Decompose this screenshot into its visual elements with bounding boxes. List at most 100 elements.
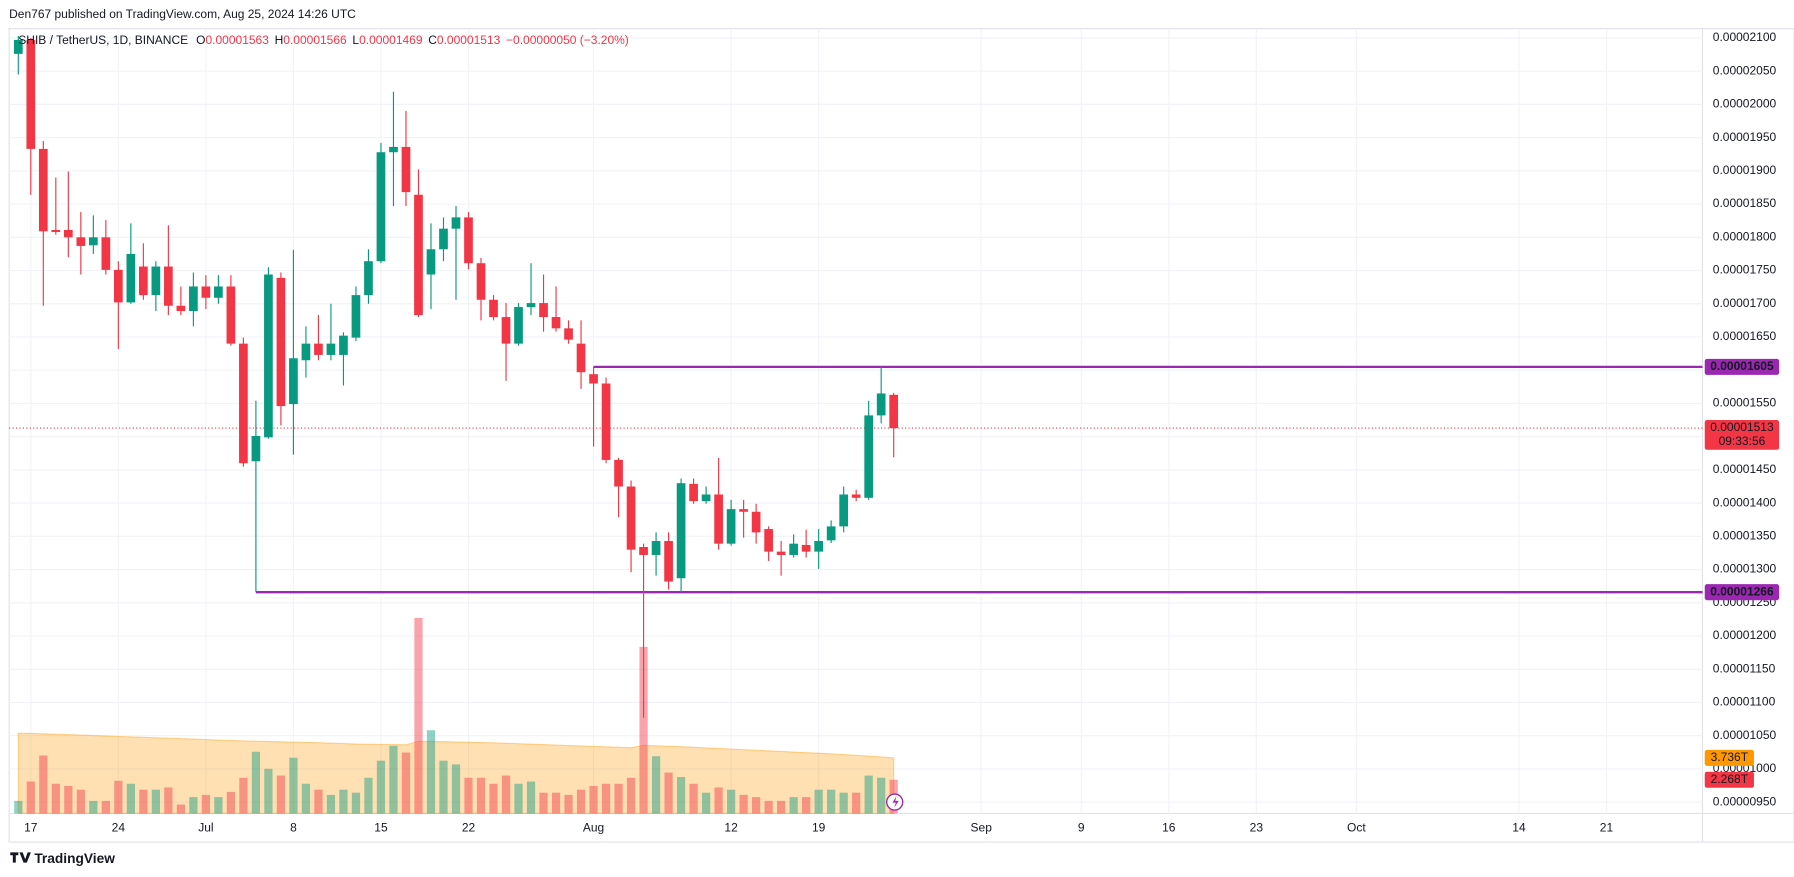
level-tag — [1704, 358, 1780, 375]
volume-bar — [551, 792, 561, 814]
volume-bar — [476, 777, 486, 814]
candle-body — [214, 286, 223, 298]
candle-body — [101, 237, 111, 270]
candle-body — [576, 343, 586, 373]
volume-bar — [827, 789, 836, 814]
volume-bar — [189, 797, 198, 814]
y-tick-label: 0.00001050 — [1713, 728, 1777, 742]
candle-body — [451, 217, 461, 229]
volume-label: 2.268T — [1711, 772, 1749, 786]
volume-bar — [226, 791, 236, 814]
volume-bar — [651, 756, 661, 814]
candle-body — [389, 146, 398, 153]
volume-bar — [777, 800, 786, 814]
legend-key: L — [352, 33, 359, 47]
legend-key: O — [196, 33, 205, 47]
y-tick-label: 0.00000950 — [1713, 794, 1777, 808]
candle-body — [126, 253, 136, 303]
volume-bar — [764, 800, 773, 814]
volume-bar — [714, 787, 723, 814]
y-tick-label: 0.00001750 — [1713, 263, 1777, 277]
x-tick-label: 23 — [1250, 821, 1264, 835]
volume-bar — [64, 785, 73, 814]
candle-body — [264, 274, 273, 438]
candle-body — [114, 269, 123, 303]
pane-border — [8, 28, 1794, 843]
candle-body — [864, 415, 874, 498]
candle-body — [814, 541, 823, 552]
volume-bar — [201, 794, 211, 814]
candle-body — [251, 436, 261, 462]
volume-tag — [1704, 771, 1754, 788]
volume-bar — [339, 789, 348, 814]
y-tick-label: 0.00002050 — [1713, 63, 1777, 77]
y-tick-label: 0.00001400 — [1713, 495, 1777, 509]
volume-bar — [326, 794, 336, 814]
volume-bar — [489, 783, 498, 814]
volume-bar — [789, 797, 798, 814]
volume-bar — [564, 794, 573, 814]
candle-body — [751, 511, 761, 533]
candle-body — [401, 146, 411, 193]
candle-body — [764, 529, 773, 552]
candle-body — [276, 277, 286, 407]
candle-body — [189, 286, 198, 312]
candle-body — [239, 343, 248, 464]
volume-bar — [802, 797, 811, 814]
candle-body — [26, 39, 36, 149]
x-tick-label: 12 — [724, 821, 738, 835]
candle-body — [351, 295, 361, 338]
last-price-label: 0.00001513 — [1710, 420, 1774, 434]
candle-body — [38, 148, 48, 232]
candle-body — [76, 237, 86, 246]
volume-bar — [864, 775, 873, 814]
candle-body — [714, 494, 723, 544]
candle-body — [651, 541, 661, 555]
volume-bar — [852, 792, 861, 814]
volume-bar — [264, 768, 273, 814]
candle-body — [526, 303, 536, 308]
y-tick-label: 0.00001150 — [1713, 661, 1776, 675]
y-tick-label: 0.00001450 — [1713, 462, 1777, 476]
candle-body — [339, 335, 348, 355]
x-tick-label: Oct — [1347, 821, 1366, 835]
volume-bar — [877, 777, 886, 814]
volume-bar — [426, 730, 436, 814]
y-tick-label: 0.00001350 — [1713, 529, 1777, 543]
volume-bar — [126, 783, 135, 814]
volume-bar — [351, 792, 361, 814]
x-tick-label: 14 — [1512, 821, 1526, 835]
candle-body — [176, 305, 186, 312]
plot: 0.000009500.000010000.000010500.00001100… — [9, 28, 1777, 835]
volume-bar — [376, 760, 386, 814]
candle-body — [851, 494, 861, 498]
x-tick-label: 24 — [112, 821, 126, 835]
candle-body — [876, 393, 886, 416]
legend-value: 0.00001566 — [283, 33, 347, 47]
candle-body — [226, 286, 236, 344]
x-tick-label: 19 — [812, 821, 826, 835]
candle-body — [88, 237, 98, 246]
volume-bar — [214, 797, 223, 814]
volume-bar — [752, 797, 761, 814]
volume-bar — [114, 780, 123, 814]
candle-body — [426, 249, 436, 275]
candle-body — [626, 486, 636, 550]
candle-body — [639, 546, 648, 555]
volume-bar — [626, 777, 636, 814]
candle-body — [13, 39, 23, 54]
candle-body — [464, 217, 473, 264]
candle-body — [414, 194, 423, 316]
candle-body — [376, 152, 386, 262]
candle-body — [614, 459, 623, 487]
volume-bar — [514, 783, 523, 814]
volume-bar — [676, 777, 686, 814]
volume-bar — [289, 757, 298, 814]
volume-bar — [839, 792, 848, 814]
y-tick-label: 0.00001300 — [1713, 562, 1777, 576]
candle-body — [539, 303, 548, 318]
candle-body — [589, 374, 598, 384]
